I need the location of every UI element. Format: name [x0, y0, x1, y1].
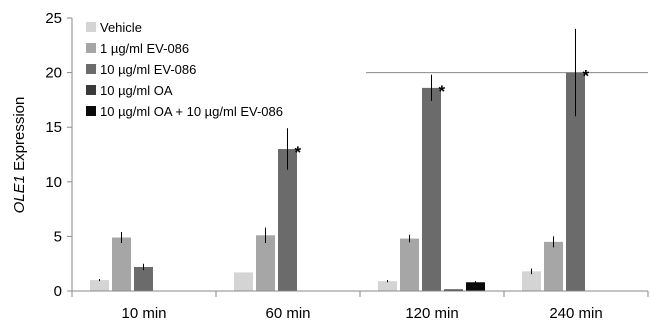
- legend-swatch-2: [86, 64, 96, 74]
- axes: [67, 17, 649, 297]
- x-tick-label-1: 60 min: [265, 305, 310, 322]
- bar-s0-c3: [522, 271, 541, 291]
- legend-swatch-0: [86, 22, 96, 32]
- bar-s1-c1: [256, 235, 275, 291]
- y-tick-label-0: 0: [54, 283, 62, 300]
- y-axis-title-italic: OLE1: [11, 175, 28, 213]
- bar-s0-c0: [90, 280, 109, 291]
- legend-label-1: 1 µg/ml EV-086: [100, 41, 189, 56]
- x-tick-label-2: 120 min: [405, 305, 458, 322]
- significance-mark-s2-c2: *: [439, 82, 446, 101]
- significance-mark-s2-c1: *: [295, 143, 302, 162]
- bar-s1-c0: [112, 237, 131, 291]
- legend-label-4: 10 µg/ml OA + 10 µg/ml EV-086: [100, 104, 283, 119]
- bar-s0-c1: [234, 272, 253, 291]
- legend-label-0: Vehicle: [100, 20, 142, 35]
- legend-label-3: 10 µg/ml OA: [100, 83, 173, 98]
- bar-s2-c2: [422, 87, 441, 291]
- bar-s2-c1: [278, 149, 297, 291]
- bar-s2-c0: [134, 266, 153, 291]
- legend-label-2: 10 µg/ml EV-086: [100, 62, 196, 77]
- legend-swatch-1: [86, 43, 96, 53]
- y-axis-title: OLE1 Expression: [11, 97, 28, 214]
- y-axis-title-rest: Expression: [11, 97, 28, 175]
- bar-s3-c2: [444, 289, 463, 291]
- y-tick-labels: 0 5 10 15 20 25: [45, 10, 62, 300]
- bar-s2-c3: [566, 72, 585, 291]
- y-tick-label-2: 10: [45, 174, 62, 191]
- significance-mark-s2-c3: *: [583, 67, 590, 86]
- bar-s4-c2: [466, 282, 485, 291]
- error-bars: * * *: [99, 28, 590, 284]
- x-tick-label-0: 10 min: [121, 305, 166, 322]
- legend-swatch-4: [86, 106, 96, 116]
- y-tick-label-5: 25: [45, 10, 62, 27]
- legend-swatch-3: [86, 85, 96, 95]
- legend: Vehicle 1 µg/ml EV-086 10 µg/ml EV-086 10 µ…: [86, 20, 283, 119]
- bars: [90, 72, 585, 291]
- bar-s1-c3: [544, 241, 563, 291]
- y-tick-label-1: 5: [54, 228, 62, 245]
- y-tick-label-3: 15: [45, 119, 62, 136]
- bar-s0-c2: [378, 281, 397, 291]
- x-tick-labels: 10 min 60 min 120 min 240 min: [121, 305, 602, 322]
- y-tick-label-4: 20: [45, 65, 62, 82]
- x-tick-label-3: 240 min: [549, 305, 602, 322]
- bar-s1-c2: [400, 238, 419, 291]
